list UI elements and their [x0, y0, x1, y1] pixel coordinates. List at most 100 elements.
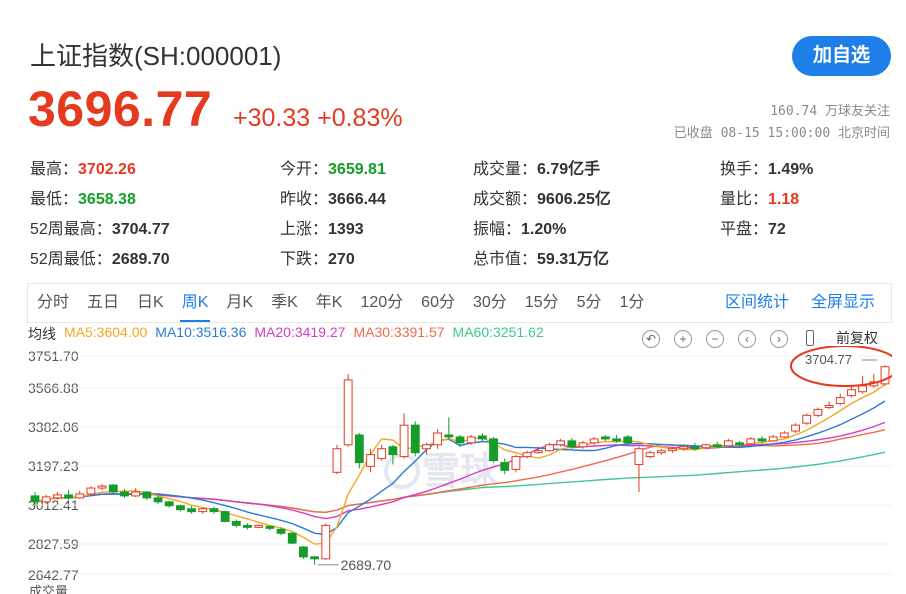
- candle-body: [321, 524, 331, 560]
- candle-body: [735, 442, 745, 446]
- candle-body: [847, 389, 856, 397]
- candle-body: [433, 432, 443, 446]
- candle-body: [500, 461, 510, 471]
- quote-value: 9606.25亿: [537, 191, 611, 208]
- candle-body: [578, 442, 588, 448]
- candle-body: [198, 508, 208, 513]
- highlight-circle: [790, 346, 892, 387]
- quote-row: 最低：3658.38 昨收：3666.44 成交额：9606.25亿 量比：1.18: [30, 182, 890, 212]
- price-change: +30.33 +0.83%: [233, 104, 403, 132]
- quote-label: 52周最低：: [30, 251, 112, 268]
- quote-cell: 下跌：270: [280, 245, 355, 269]
- tab-period[interactable]: 五日: [87, 294, 120, 311]
- candle-body: [757, 438, 767, 442]
- candle-body: [746, 438, 756, 445]
- quote-label: 振幅：: [473, 221, 522, 238]
- candle-body: [366, 454, 375, 467]
- candle-body: [75, 493, 85, 499]
- market-status: 已收盘 08-15 15:00:00 北京时间: [673, 126, 890, 141]
- candle-body: [522, 452, 532, 458]
- tab-period[interactable]: 15分: [524, 294, 559, 311]
- quote-cell: 最低：3658.38: [30, 185, 136, 209]
- quote-value: 3666.44: [328, 191, 386, 208]
- tab-period[interactable]: 60分: [421, 294, 455, 311]
- candle-body: [388, 446, 398, 456]
- quote-label: 今开：: [280, 161, 329, 178]
- quote-value: 3659.81: [328, 161, 386, 178]
- quote-label: 总市值：: [473, 251, 538, 268]
- quote-grid: 最高：3702.26 今开：3659.81 成交量：6.79亿手 换手：1.49% 最低…: [30, 152, 890, 272]
- tab-period[interactable]: 年K: [315, 294, 343, 311]
- candle-toggle-icon[interactable]: [806, 330, 814, 346]
- kline-chart[interactable]: 雪球 3704.77 2689.70 成交量: [27, 346, 892, 594]
- candle-body: [701, 444, 711, 449]
- tab-period[interactable]: 周K: [173, 284, 218, 322]
- quote-value: 3704.77: [111, 221, 170, 238]
- candle-body: [332, 448, 342, 473]
- pan-left-icon[interactable]: ‹: [738, 330, 756, 348]
- undo-icon[interactable]: ↶: [642, 330, 660, 348]
- candle-body: [310, 556, 320, 560]
- candle-body: [231, 520, 241, 526]
- zoom-in-icon[interactable]: +: [674, 330, 692, 348]
- quote-label: 上涨：: [280, 221, 329, 238]
- tab-period[interactable]: 30分: [472, 294, 507, 311]
- tab-period[interactable]: 1分: [619, 294, 645, 311]
- ma-toggle[interactable]: 均线: [28, 326, 56, 342]
- candle-body: [466, 436, 476, 444]
- quote-label: 成交量：: [473, 161, 538, 178]
- candle-body: [287, 532, 297, 544]
- quote-row: 52周最低：2689.70 下跌：270 总市值：59.31万亿: [30, 242, 890, 272]
- quote-cell: 量比：1.18: [720, 185, 799, 209]
- fullscreen-link[interactable]: 全屏显示: [811, 294, 876, 311]
- tab-period[interactable]: 季K: [271, 294, 298, 311]
- tab-period[interactable]: 月K: [226, 294, 254, 311]
- candle-body: [41, 496, 51, 503]
- range-stats-link[interactable]: 区间统计: [725, 294, 790, 311]
- ma10-value: MA10:3516.36: [155, 324, 247, 340]
- candle-body: [52, 494, 62, 499]
- quote-cell: 换手：1.49%: [720, 155, 813, 179]
- quote-cell: 今开：3659.81: [280, 155, 386, 179]
- candle-body: [254, 524, 264, 528]
- quote-value: 2689.70: [111, 251, 170, 268]
- candle-body: [824, 404, 834, 408]
- candle-body: [880, 366, 890, 385]
- quote-label: 量比：: [720, 191, 769, 208]
- candle-body: [791, 424, 800, 432]
- ma30-value: MA30:3391.57: [353, 324, 445, 340]
- quote-row: 最高：3702.26 今开：3659.81 成交量：6.79亿手 换手：1.49%: [30, 152, 890, 182]
- candle-body: [220, 511, 230, 522]
- candle-body: [556, 440, 566, 446]
- quote-cell: 成交额：9606.25亿: [473, 185, 611, 209]
- candle-body: [343, 379, 353, 446]
- quote-label: 平盘：: [720, 221, 769, 238]
- quote-label: 最低：: [30, 191, 79, 208]
- add-watchlist-button[interactable]: 加自选: [792, 36, 891, 76]
- adjust-select[interactable]: 前复权: [836, 330, 878, 346]
- candle-body: [768, 436, 778, 442]
- tab-period[interactable]: 日K: [137, 294, 164, 311]
- quote-label: 下跌：: [280, 251, 329, 268]
- y-tick: 2642.77: [28, 567, 79, 583]
- pan-right-icon[interactable]: ›: [770, 330, 788, 348]
- period-tabs: 分时 五日 日K 周K 月K 季K 年K 120分 60分 30分 15分 5分 1分 区间统计 全屏显…: [27, 283, 892, 323]
- quote-label: 52周最高：: [30, 221, 112, 238]
- candle-body: [600, 436, 610, 440]
- candle-body: [120, 491, 129, 497]
- candle-body: [175, 505, 185, 511]
- candle-body: [86, 487, 96, 495]
- candle-body: [645, 452, 655, 458]
- tab-period[interactable]: 5分: [576, 294, 602, 311]
- quote-cell: 昨收：3666.44: [280, 185, 386, 209]
- zoom-out-icon[interactable]: −: [706, 330, 724, 348]
- tab-period[interactable]: 120分: [360, 294, 404, 311]
- quote-value: 1.49%: [768, 161, 814, 178]
- tab-period[interactable]: 分时: [37, 294, 70, 311]
- candle-body: [489, 438, 498, 462]
- quote-value: 1393: [328, 221, 364, 238]
- candle-body: [567, 440, 577, 448]
- candle-body: [511, 456, 521, 470]
- watermark-logo: [384, 453, 420, 489]
- high-label: 3704.77: [805, 352, 852, 367]
